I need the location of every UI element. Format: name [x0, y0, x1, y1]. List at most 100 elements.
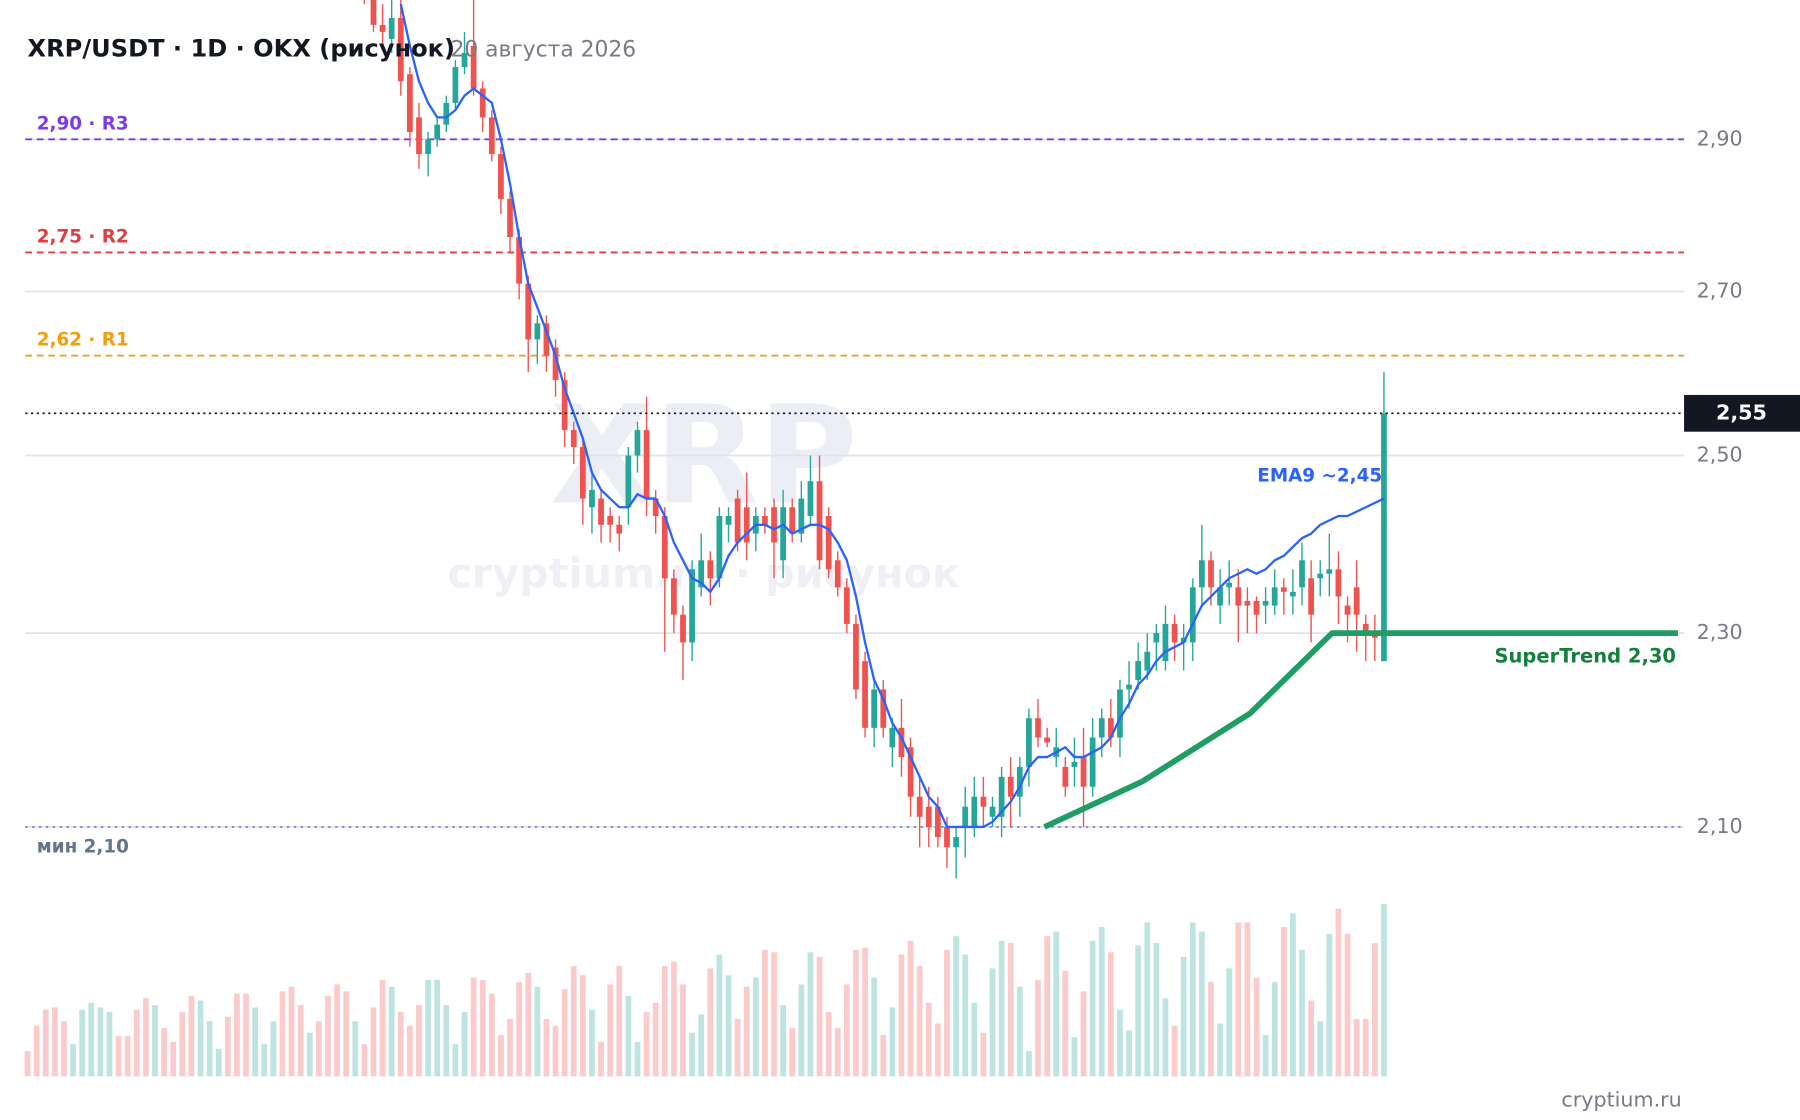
candle-body: [998, 776, 1005, 817]
y-tick-label: 2,90: [1697, 126, 1743, 150]
volume-bar: [1007, 943, 1014, 1077]
volume-bar: [370, 1007, 377, 1077]
volume-bar: [188, 995, 195, 1077]
candle-body: [1026, 718, 1032, 767]
volume-bar: [1244, 922, 1251, 1077]
volume-bar: [488, 993, 495, 1077]
volume-bar: [953, 936, 959, 1077]
volume-bar: [1199, 931, 1205, 1077]
source: cryptium.ru: [1561, 1087, 1681, 1111]
volume-bar: [898, 954, 905, 1077]
volume-bar: [498, 1034, 504, 1077]
candle-body: [1271, 587, 1278, 606]
volume-bar: [1126, 1030, 1132, 1077]
volume-bar: [343, 991, 350, 1077]
candle-body: [780, 507, 786, 561]
candle-body: [880, 689, 887, 728]
volume-bar: [1226, 968, 1233, 1077]
volume-bar: [789, 1028, 796, 1077]
candle-body: [707, 560, 714, 579]
volume-bar: [680, 984, 686, 1077]
candle-body: [1162, 623, 1169, 662]
volume-bar: [1335, 908, 1342, 1077]
volume-bar: [33, 1025, 40, 1077]
volume-bar: [161, 1028, 167, 1077]
volume-bar: [1153, 943, 1160, 1077]
candle-body: [598, 498, 604, 525]
candle-body: [871, 689, 878, 728]
volume-bar: [1062, 970, 1069, 1077]
volume-bar: [1235, 922, 1242, 1077]
supertrend-label: SuperTrend 2,30: [1494, 645, 1676, 668]
volume-bar: [397, 1012, 404, 1077]
volume-bar: [1171, 1025, 1178, 1077]
ema-line: [399, 3, 1385, 829]
volume-bar: [1262, 1034, 1269, 1077]
candle-body: [1280, 587, 1287, 592]
candle-body: [898, 727, 905, 758]
candle-body: [607, 516, 614, 525]
candle-body: [1217, 587, 1223, 606]
candle-body: [725, 516, 732, 525]
candle-body: [488, 117, 495, 155]
volume-bar: [1135, 945, 1142, 1077]
candle-body: [789, 507, 796, 534]
volume-bar: [197, 1000, 204, 1077]
candle-body: [816, 481, 823, 561]
candle-body: [1253, 600, 1260, 615]
candle-body: [734, 498, 741, 543]
volume-bar: [889, 1007, 896, 1077]
volume-bar: [935, 1023, 941, 1077]
volume-bar: [252, 1007, 259, 1077]
candle-body: [425, 139, 431, 155]
volume-bar: [579, 975, 586, 1077]
candle-body: [1299, 560, 1305, 588]
candle-body: [397, 17, 404, 82]
volume-bar: [1280, 927, 1287, 1077]
candle-body: [853, 623, 859, 690]
volume-bar: [743, 986, 750, 1077]
overlay: 2,90 · R3 2,75 · R2 2,62 · R1 мин 2,10 EMA9 …: [25, 113, 1800, 858]
volume-bar: [725, 975, 732, 1077]
candle-body: [771, 507, 777, 543]
volume-bar: [807, 952, 814, 1077]
volume-bar: [270, 1021, 277, 1077]
candle-body: [962, 806, 969, 827]
candle-body: [1144, 651, 1151, 671]
candle-body: [698, 560, 705, 588]
chart-title: XRP/USDT · 1D · OKX (рисунок): [28, 34, 456, 62]
volume-bar: [461, 1012, 468, 1077]
candle-body: [1235, 587, 1242, 606]
candle-body: [1244, 600, 1251, 606]
candle-body: [1016, 766, 1023, 797]
candle-body: [716, 516, 723, 579]
candle-body: [443, 102, 450, 125]
volume-bar: [643, 1012, 650, 1077]
volume-bar: [1071, 1037, 1078, 1077]
volume-bar: [962, 954, 969, 1077]
candle-body: [616, 524, 623, 534]
ema-label: EMA9 ~2,45: [1257, 466, 1382, 487]
volume-bar: [1026, 1051, 1032, 1077]
candle-body: [925, 806, 932, 827]
candle-body: [661, 516, 668, 579]
volume-bar: [124, 1036, 131, 1077]
candle-body: [452, 67, 459, 103]
candle-body: [825, 516, 832, 570]
candle-body: [652, 498, 659, 517]
volume-bar: [1089, 940, 1096, 1077]
chart-subtitle: 20 августа 2026: [450, 38, 636, 63]
level-label: 2,90 · R3: [37, 113, 129, 134]
volume-bar: [24, 1051, 31, 1077]
candle-body: [589, 489, 595, 508]
candle-body: [1362, 623, 1369, 634]
candle-body: [989, 806, 996, 817]
volume-bar: [516, 982, 522, 1077]
volume-bar: [816, 956, 823, 1077]
volume-bar: [843, 984, 850, 1077]
volume-bar: [907, 940, 914, 1077]
volume-bar: [1253, 977, 1260, 1077]
candle-body: [1007, 776, 1014, 797]
